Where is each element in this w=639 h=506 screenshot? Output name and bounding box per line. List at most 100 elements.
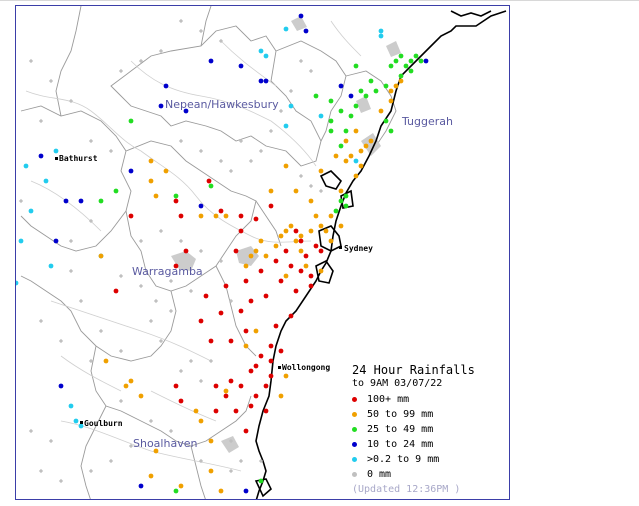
- station-dot-r50: [193, 408, 199, 414]
- station-dot-r100: [318, 248, 324, 254]
- station-dot-r50: [198, 418, 204, 424]
- station-dot-r00: [38, 118, 44, 124]
- station-dot-r50: [243, 263, 249, 269]
- legend-label: >0.2 to 9 mm: [367, 454, 440, 465]
- station-dot-r00: [148, 318, 154, 324]
- station-dot-r25: [373, 88, 379, 94]
- station-dot-r50: [128, 378, 134, 384]
- station-dot-r00: [138, 283, 144, 289]
- station-dot-r100: [218, 310, 224, 316]
- station-dot-r100: [253, 216, 259, 222]
- legend-dot-red: [352, 397, 357, 402]
- station-dot-r10: [78, 198, 84, 204]
- station-dot-r100: [298, 238, 304, 244]
- station-dot-r25: [388, 63, 394, 69]
- station-dot-r00: [198, 28, 204, 34]
- station-dot-r50: [148, 473, 154, 479]
- station-dot-r00: [118, 398, 124, 404]
- station-dot-r100: [248, 298, 254, 304]
- station-dot-r100: [243, 428, 249, 434]
- station-dot-r25: [353, 63, 359, 69]
- station-dot-r00: [138, 58, 144, 64]
- top-rule: [0, 0, 639, 1]
- station-dot-r50: [283, 373, 289, 379]
- station-dot-r100: [303, 253, 309, 259]
- station-dot-r00: [168, 278, 174, 284]
- station-dot-r00: [228, 298, 234, 304]
- station-dot-r25: [383, 118, 389, 124]
- station-dot-r100: [238, 308, 244, 314]
- station-dot-r00: [153, 298, 159, 304]
- station-dot-r100: [263, 293, 269, 299]
- rainfall-map[interactable]: [15, 5, 510, 500]
- station-dot-r50: [318, 223, 324, 229]
- station-dot-r100: [233, 248, 239, 254]
- station-dot-r25: [258, 478, 264, 484]
- station-dot-r00: [258, 458, 264, 464]
- station-dot-r00: [68, 98, 74, 104]
- station-dot-r100: [213, 383, 219, 389]
- station-dot-r10: [423, 58, 429, 64]
- station-dot-r10: [303, 28, 309, 34]
- station-dot-r50: [148, 178, 154, 184]
- station-dot-r00: [88, 218, 94, 224]
- station-dot-r100: [313, 243, 319, 249]
- station-dot-r10: [258, 78, 264, 84]
- station-dot-r50: [288, 223, 294, 229]
- station-dot-r50: [293, 238, 299, 244]
- station-dot-r50: [148, 158, 154, 164]
- station-dot-r10: [53, 238, 59, 244]
- station-dot-r100: [178, 213, 184, 219]
- station-dot-r100: [253, 363, 259, 369]
- station-dot-r50: [298, 248, 304, 254]
- station-dot-r0: [283, 26, 289, 32]
- station-dot-r25: [408, 68, 414, 74]
- station-dot-r0: [53, 148, 59, 154]
- station-dot-r10: [298, 13, 304, 19]
- station-dot-r100: [198, 318, 204, 324]
- station-dot-r25: [398, 53, 404, 59]
- station-dot-r00: [228, 168, 234, 174]
- station-dot-r100: [263, 408, 269, 414]
- station-dot-r50: [328, 238, 334, 244]
- legend-item-50-99: 50 to 99 mm: [352, 407, 508, 422]
- town-label-bathurst: Bathurst: [59, 154, 98, 163]
- station-dot-r25: [313, 93, 319, 99]
- station-dot-r00: [198, 248, 204, 254]
- station-dot-r10: [183, 108, 189, 114]
- station-dot-r25: [333, 208, 339, 214]
- station-dot-r100: [248, 368, 254, 374]
- station-dot-r25: [413, 53, 419, 59]
- boundary-northwest: [55, 6, 82, 117]
- legend-label: 25 to 49 mm: [367, 424, 434, 435]
- station-dot-r50: [123, 383, 129, 389]
- station-dot-r50: [363, 143, 369, 149]
- station-dot-r25: [343, 203, 349, 209]
- station-dot-r100: [268, 373, 274, 379]
- station-dot-r50: [358, 148, 364, 154]
- station-dot-r00: [258, 148, 264, 154]
- station-dot-r50: [283, 228, 289, 234]
- station-dot-r00: [78, 298, 84, 304]
- station-dot-r100: [288, 263, 294, 269]
- station-dot-r100: [113, 288, 119, 294]
- station-dot-r100: [206, 178, 212, 184]
- station-dot-r100: [238, 228, 244, 234]
- station-dot-r00: [48, 438, 54, 444]
- station-dot-r25: [113, 188, 119, 194]
- station-dot-r0: [23, 163, 29, 169]
- legend-item-10-24: 10 to 24 mm: [352, 437, 508, 452]
- station-dot-r00: [148, 418, 154, 424]
- station-dot-r25: [343, 193, 349, 199]
- station-dot-r00: [228, 468, 234, 474]
- station-dot-r0: [258, 48, 264, 54]
- station-dot-r50: [268, 188, 274, 194]
- station-dot-r00: [28, 58, 34, 64]
- legend-item-0-9: >0.2 to 9 mm: [352, 452, 508, 467]
- station-dot-r100: [228, 338, 234, 344]
- station-dot-r00: [58, 338, 64, 344]
- station-dot-r100: [278, 278, 284, 284]
- station-dot-r00: [88, 468, 94, 474]
- station-dot-r50: [343, 158, 349, 164]
- station-dot-r25: [328, 118, 334, 124]
